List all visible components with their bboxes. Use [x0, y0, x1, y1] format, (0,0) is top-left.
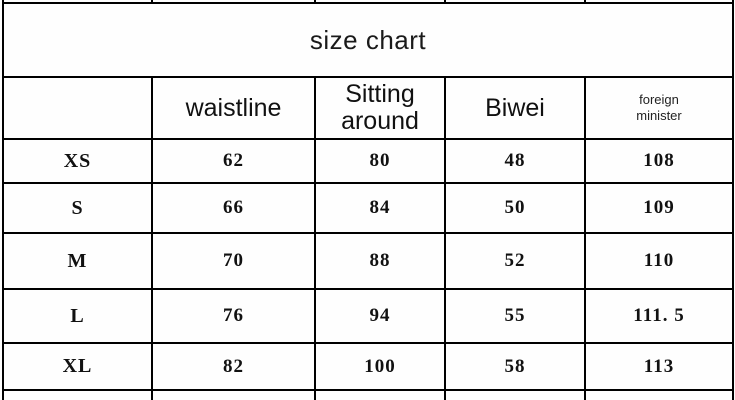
cell-s-sitting-around: 84: [314, 182, 446, 234]
sitting-around-line2: around: [341, 107, 419, 135]
column-header-biwei-label: Biwei: [485, 93, 545, 122]
partial-cell: [314, 389, 446, 400]
cropped-row-below: [2, 389, 734, 400]
cell-s-foreign-minister: 109: [584, 182, 734, 234]
cell-xs-sitting-around: 80: [314, 138, 446, 184]
column-header-biwei: Biwei: [444, 76, 586, 140]
cell-xs-size: XS: [2, 138, 153, 184]
column-header-waistline: waistline: [151, 76, 316, 140]
partial-cell: [584, 389, 734, 400]
cell-xl-foreign-minister: 113: [584, 342, 734, 391]
tick-cell: [2, 0, 153, 3]
cell-xs-waistline: 62: [151, 138, 316, 184]
cell-m-biwei: 52: [444, 232, 586, 290]
table-row-l: L 76 94 55 111. 5: [2, 288, 734, 344]
cell-xl-sitting-around: 100: [314, 342, 446, 391]
header-row: waistline Sitting around Biwei foreign m…: [2, 76, 734, 140]
column-header-sitting-around: Sitting around: [314, 76, 446, 140]
cell-m-sitting-around: 88: [314, 232, 446, 290]
table-row-m: M 70 88 52 110: [2, 232, 734, 290]
tick-cell: [151, 0, 316, 3]
cell-l-waistline: 76: [151, 288, 316, 344]
cell-m-waistline: 70: [151, 232, 316, 290]
partial-cell: [444, 389, 586, 400]
table-row-xs: XS 62 80 48 108: [2, 138, 734, 184]
cell-s-size: S: [2, 182, 153, 234]
foreign-minister-line1: foreign: [639, 92, 679, 108]
table-row-s: S 66 84 50 109: [2, 182, 734, 234]
table-title: size chart: [2, 2, 734, 78]
cropped-row-above: [2, 0, 734, 3]
cell-l-sitting-around: 94: [314, 288, 446, 344]
cell-xl-biwei: 58: [444, 342, 586, 391]
column-header-waistline-label: waistline: [185, 93, 282, 122]
cell-xs-biwei: 48: [444, 138, 586, 184]
cell-xl-size: XL: [2, 342, 153, 391]
tick-cell: [444, 0, 586, 3]
cell-m-foreign-minister: 110: [584, 232, 734, 290]
tick-cell: [314, 0, 446, 3]
foreign-minister-line2: minister: [636, 108, 682, 123]
tick-cell: [584, 0, 734, 3]
partial-cell: [151, 389, 316, 400]
cell-l-biwei: 55: [444, 288, 586, 344]
column-header-size: [2, 76, 153, 140]
cell-l-size: L: [2, 288, 153, 344]
partial-cell: [2, 389, 153, 400]
cell-xs-foreign-minister: 108: [584, 138, 734, 184]
cell-m-size: M: [2, 232, 153, 290]
cell-xl-waistline: 82: [151, 342, 316, 391]
sitting-around-line1: Sitting: [345, 80, 415, 108]
cell-s-biwei: 50: [444, 182, 586, 234]
title-row: size chart: [2, 2, 734, 78]
table-row-xl: XL 82 100 58 113: [2, 342, 734, 391]
column-header-foreign-minister: foreign minister: [584, 76, 734, 140]
cell-l-foreign-minister: 111. 5: [584, 288, 734, 344]
cell-s-waistline: 66: [151, 182, 316, 234]
